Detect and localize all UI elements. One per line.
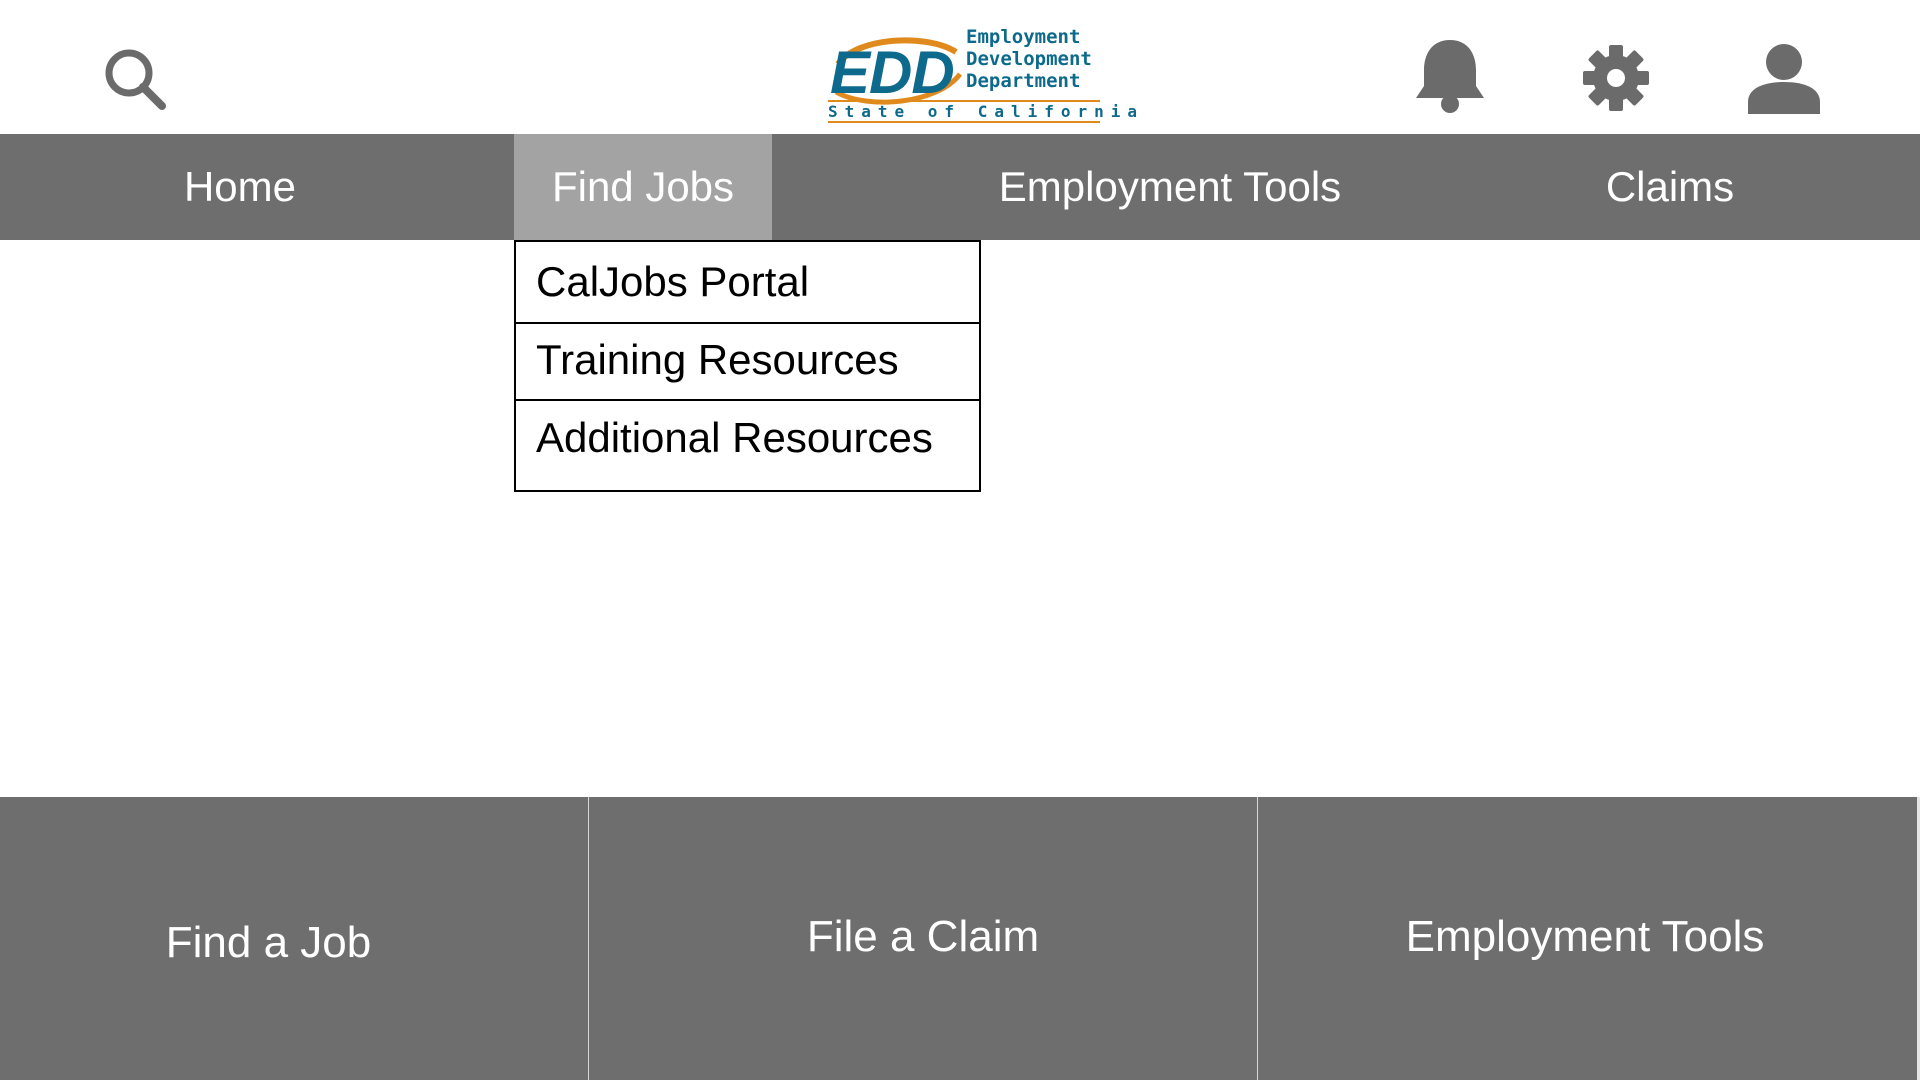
bell-icon (1416, 40, 1484, 113)
find-a-job-tile[interactable]: Find a Job (0, 797, 587, 1080)
find-jobs-dropdown: CalJobs Portal Training Resources Additi… (514, 240, 981, 492)
search-icon (105, 49, 166, 110)
notifications-button[interactable] (1410, 36, 1490, 116)
search-button[interactable] (100, 44, 170, 114)
logo-edd-text: EDD (830, 39, 955, 106)
menu-item-caljobs-portal[interactable]: CalJobs Portal (516, 242, 979, 324)
find-a-job-label: Find a Job (165, 917, 372, 967)
logo-rule-bottom (828, 121, 1100, 123)
nav-find-jobs[interactable]: Find Jobs (514, 134, 772, 240)
account-button[interactable] (1744, 38, 1824, 118)
gear-icon (1583, 45, 1649, 111)
employment-tools-tile[interactable]: Employment Tools (1257, 797, 1920, 1080)
logo-line-3: Department (966, 70, 1081, 92)
logo-rule-top (828, 100, 1100, 102)
tiles-right-edge (1917, 797, 1920, 1080)
logo-state-text: State of California (828, 102, 1145, 121)
employment-tools-label: Employment Tools (1405, 911, 1765, 961)
edd-logo[interactable]: EDD Employment Development Department St… (826, 24, 1145, 126)
file-a-claim-tile[interactable]: File a Claim (588, 797, 1257, 1080)
logo-department-name: Employment Development Department (966, 26, 1092, 92)
menu-item-training-resources[interactable]: Training Resources (516, 324, 979, 401)
nav-home[interactable]: Home (183, 163, 297, 210)
nav-employment-tools[interactable]: Employment Tools (998, 163, 1342, 210)
user-icon (1748, 44, 1820, 114)
header: EDD Employment Development Department St… (0, 0, 1920, 134)
settings-button[interactable] (1576, 38, 1656, 118)
nav-claims[interactable]: Claims (1605, 163, 1735, 210)
quick-action-tiles: Find a Job File a Claim Employment Tools (0, 797, 1920, 1080)
menu-item-additional-resources[interactable]: Additional Resources (536, 414, 933, 461)
logo-line-2: Development (966, 48, 1092, 70)
logo-line-1: Employment (966, 26, 1081, 48)
file-a-claim-label: File a Claim (806, 911, 1040, 961)
main-nav: Home Find Jobs Employment Tools Claims (0, 134, 1920, 240)
